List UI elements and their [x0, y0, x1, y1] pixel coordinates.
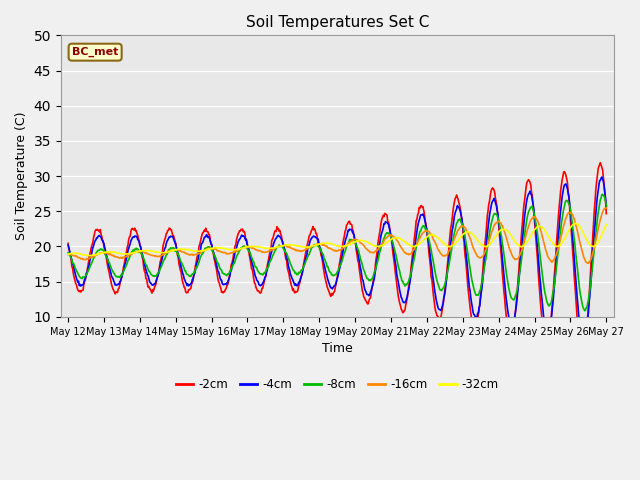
- -4cm: [419, 212, 426, 218]
- -2cm: [184, 290, 192, 296]
- -32cm: [130, 250, 138, 256]
- Line: -2cm: -2cm: [68, 163, 606, 355]
- -32cm: [403, 241, 411, 247]
- -16cm: [403, 251, 410, 257]
- -32cm: [419, 238, 427, 243]
- -16cm: [602, 205, 609, 211]
- -8cm: [212, 257, 220, 263]
- -4cm: [184, 281, 192, 287]
- Line: -8cm: -8cm: [68, 194, 606, 311]
- Legend: -2cm, -4cm, -8cm, -16cm, -32cm: -2cm, -4cm, -8cm, -16cm, -32cm: [171, 373, 504, 396]
- -16cm: [129, 250, 137, 256]
- -8cm: [403, 282, 410, 288]
- -4cm: [580, 337, 588, 343]
- Line: -4cm: -4cm: [68, 177, 606, 340]
- -8cm: [599, 192, 607, 197]
- -16cm: [419, 231, 426, 237]
- -32cm: [602, 222, 610, 228]
- Y-axis label: Soil Temperature (C): Soil Temperature (C): [15, 112, 28, 240]
- -4cm: [602, 203, 610, 209]
- Line: -32cm: -32cm: [68, 224, 606, 256]
- -16cm: [584, 260, 592, 266]
- -32cm: [213, 245, 221, 251]
- Title: Soil Temperatures Set C: Soil Temperatures Set C: [246, 15, 429, 30]
- -32cm: [571, 221, 579, 227]
- -16cm: [212, 247, 220, 252]
- -16cm: [602, 205, 610, 211]
- -2cm: [74, 287, 82, 293]
- -4cm: [212, 261, 220, 266]
- -2cm: [129, 226, 137, 232]
- -2cm: [596, 160, 604, 166]
- -2cm: [212, 265, 220, 271]
- -4cm: [64, 242, 72, 248]
- -8cm: [64, 250, 72, 255]
- -4cm: [403, 296, 410, 301]
- -8cm: [184, 272, 192, 277]
- Line: -16cm: -16cm: [68, 208, 606, 263]
- -32cm: [185, 247, 193, 252]
- -2cm: [403, 299, 410, 305]
- -4cm: [129, 234, 137, 240]
- -32cm: [64, 251, 72, 257]
- -2cm: [602, 211, 610, 216]
- -16cm: [64, 252, 72, 257]
- -16cm: [184, 251, 192, 257]
- -4cm: [74, 279, 82, 285]
- -32cm: [86, 253, 94, 259]
- -8cm: [74, 270, 82, 276]
- -16cm: [74, 255, 82, 261]
- -8cm: [129, 247, 137, 253]
- -4cm: [598, 174, 605, 180]
- -8cm: [580, 308, 588, 313]
- -32cm: [74, 251, 82, 256]
- X-axis label: Time: Time: [322, 342, 353, 355]
- -2cm: [579, 352, 586, 358]
- -2cm: [419, 204, 426, 210]
- Text: BC_met: BC_met: [72, 47, 118, 57]
- -8cm: [602, 203, 610, 209]
- -2cm: [64, 240, 72, 246]
- -8cm: [419, 225, 426, 230]
